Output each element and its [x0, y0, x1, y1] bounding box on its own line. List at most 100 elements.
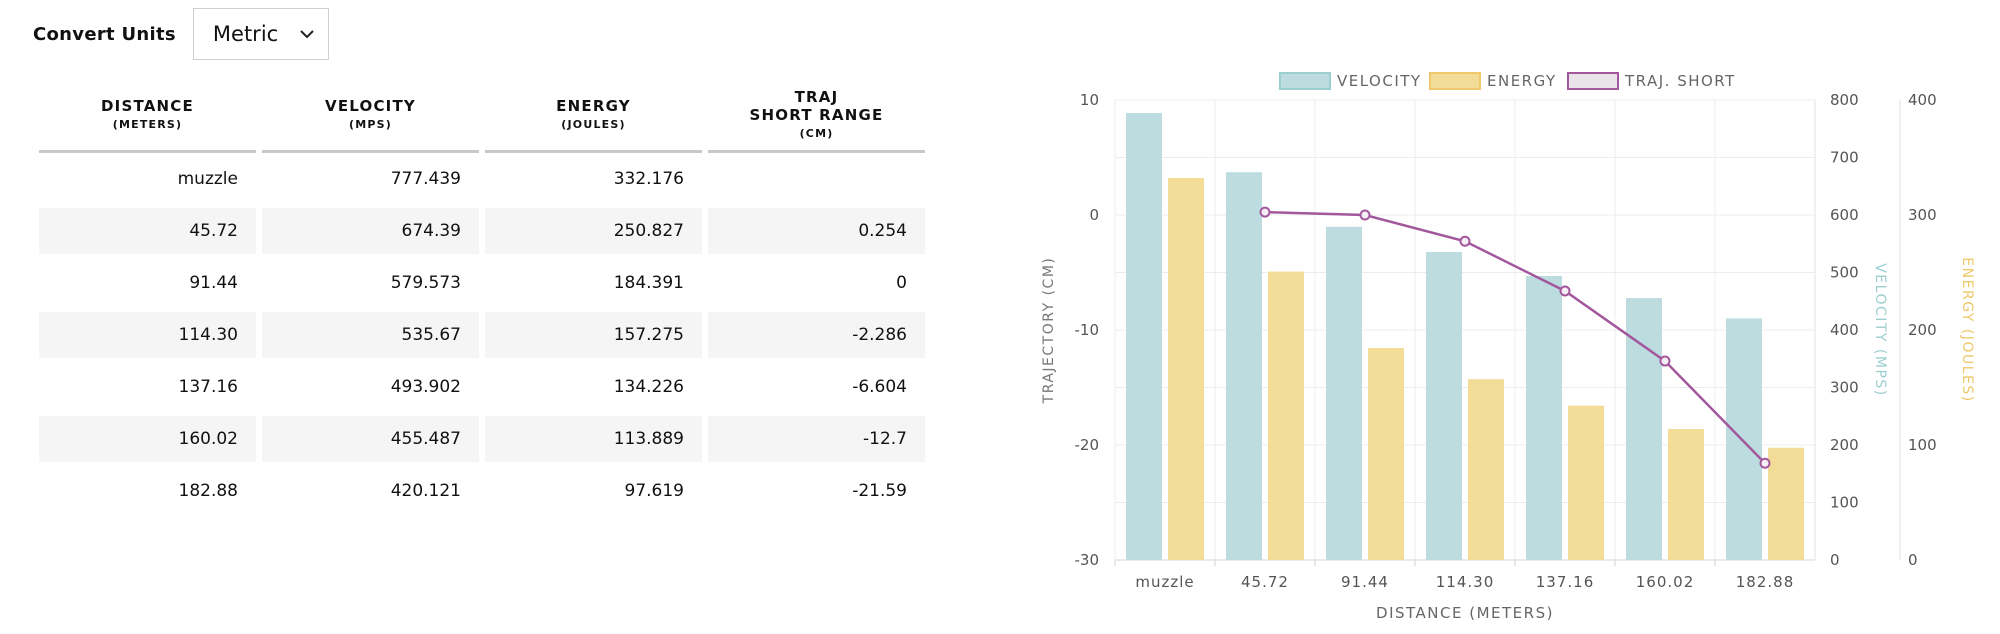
- table-header-row: DISTANCE (METERS) VELOCITY (MPS) ENERGY (JO…: [39, 78, 925, 153]
- velocity-bar: [1126, 112, 1162, 560]
- energy-bar: [1368, 347, 1404, 560]
- energy-bar: [1168, 177, 1204, 560]
- trajectory-point: [1259, 206, 1271, 218]
- velocity-tick-label: 300: [1830, 379, 1859, 397]
- table-row: 160.02 455.487 113.889 -12.7: [39, 413, 925, 465]
- cell-energy: 184.391: [485, 257, 702, 309]
- trajectory-point: [1359, 209, 1371, 221]
- header-trajectory-title: TRAJ SHORT RANGE: [749, 87, 884, 124]
- x-tick-label: 114.30: [1436, 573, 1495, 591]
- legend-velocity-label: VELOCITY: [1337, 72, 1422, 90]
- legend-energy-label: ENERGY: [1487, 72, 1557, 90]
- cell-energy: 113.889: [485, 413, 702, 465]
- cell-velocity: 493.902: [262, 361, 479, 413]
- table-row: 137.16 493.902 134.226 -6.604: [39, 361, 925, 413]
- header-trajectory-unit: (CM): [799, 126, 834, 140]
- cell-trajectory: -6.604: [708, 361, 925, 413]
- cell-trajectory: -12.7: [708, 413, 925, 465]
- header-distance: DISTANCE (METERS): [39, 78, 256, 153]
- table-row: 114.30 535.67 157.275 -2.286: [39, 309, 925, 361]
- velocity-bar: [1426, 251, 1462, 560]
- cell-trajectory: -21.59: [708, 465, 925, 517]
- x-tick-label: 160.02: [1636, 573, 1695, 591]
- cell-energy: 332.176: [485, 153, 702, 205]
- header-energy-title: ENERGY: [556, 96, 631, 115]
- cell-energy: 97.619: [485, 465, 702, 517]
- energy-bar: [1568, 405, 1604, 560]
- energy-bar: [1668, 429, 1704, 560]
- convert-units-label: Convert Units: [33, 23, 176, 45]
- velocity-tick-label: 400: [1830, 321, 1859, 339]
- header-distance-title: DISTANCE: [101, 96, 194, 115]
- velocity-tick-label: 800: [1830, 91, 1859, 109]
- trajectory-point: [1559, 285, 1571, 297]
- energy-tick-label: 300: [1908, 206, 1937, 224]
- cell-trajectory: -2.286: [708, 309, 925, 361]
- header-energy-unit: (JOULES): [561, 117, 626, 131]
- trajectory-point: [1759, 457, 1771, 469]
- energy-tick-label: 0: [1908, 551, 1918, 569]
- velocity-bar: [1326, 226, 1362, 560]
- cell-trajectory: [708, 153, 925, 205]
- velocity-tick-label: 600: [1830, 206, 1859, 224]
- ballistics-table: DISTANCE (METERS) VELOCITY (MPS) ENERGY (JO…: [33, 78, 931, 517]
- cell-velocity: 777.439: [262, 153, 479, 205]
- energy-tick-label: 400: [1908, 91, 1937, 109]
- cell-velocity: 579.573: [262, 257, 479, 309]
- cell-distance: 91.44: [39, 257, 256, 309]
- header-velocity: VELOCITY (MPS): [262, 78, 479, 153]
- velocity-tick-label: 200: [1830, 436, 1859, 454]
- velocity-bar: [1226, 172, 1262, 560]
- table-row: 45.72 674.39 250.827 0.254: [39, 205, 925, 257]
- cell-energy: 157.275: [485, 309, 702, 361]
- trajectory-tick-label: 0: [1089, 206, 1099, 224]
- ballistics-table-wrap: DISTANCE (METERS) VELOCITY (MPS) ENERGY (JO…: [39, 78, 931, 517]
- velocity-bar: [1526, 276, 1562, 560]
- x-tick-label: muzzle: [1135, 573, 1194, 591]
- header-trajectory: TRAJ SHORT RANGE (CM): [708, 78, 925, 153]
- velocity-axis-title: VELOCITY (MPS): [1872, 263, 1888, 397]
- cell-velocity: 455.487: [262, 413, 479, 465]
- units-select-value: Metric: [212, 22, 279, 46]
- velocity-tick-label: 500: [1830, 264, 1859, 282]
- x-tick-label: 182.88: [1736, 573, 1795, 591]
- x-tick-label: 45.72: [1241, 573, 1289, 591]
- legend-traj-short-swatch: [1567, 72, 1619, 90]
- velocity-bar: [1726, 318, 1762, 560]
- velocity-tick-label: 100: [1830, 494, 1859, 512]
- legend-velocity-swatch: [1279, 72, 1331, 90]
- cell-distance: 45.72: [39, 205, 256, 257]
- cell-energy: 134.226: [485, 361, 702, 413]
- header-distance-unit: (METERS): [112, 117, 183, 131]
- energy-bar: [1268, 271, 1304, 560]
- trajectory-line: [1264, 210, 1766, 465]
- header-velocity-title: VELOCITY: [325, 96, 416, 115]
- chevron-down-icon: [300, 29, 314, 39]
- trajectory-point: [1659, 355, 1671, 367]
- velocity-tick-label: 700: [1830, 149, 1859, 167]
- x-axis-title: DISTANCE (METERS): [1376, 604, 1554, 622]
- trajectory-tick-label: -30: [1075, 551, 1100, 569]
- energy-bar: [1768, 447, 1804, 560]
- legend-traj-short-label: TRAJ. SHORT: [1624, 72, 1736, 90]
- header-energy: ENERGY (JOULES): [485, 78, 702, 153]
- cell-trajectory: 0.254: [708, 205, 925, 257]
- trajectory-point: [1459, 235, 1471, 247]
- cell-trajectory: 0: [708, 257, 925, 309]
- energy-tick-label: 100: [1908, 436, 1937, 454]
- units-select[interactable]: Metric: [192, 8, 329, 60]
- cell-distance: muzzle: [39, 153, 256, 205]
- velocity-bar: [1626, 298, 1662, 560]
- chart-svg: muzzle 45.72 91.44 114.30 137.16 160.02 182.88…: [1041, 72, 1975, 622]
- table-row: muzzle 777.439 332.176: [39, 153, 925, 205]
- cell-distance: 137.16: [39, 361, 256, 413]
- velocity-tick-label: 0: [1830, 551, 1840, 569]
- trajectory-axis-title: TRAJECTORY (CM): [1041, 257, 1057, 405]
- cell-distance: 114.30: [39, 309, 256, 361]
- ballistics-chart: muzzle 45.72 91.44 114.30 137.16 160.02 182.88…: [1030, 60, 1990, 630]
- convert-units-bar: Convert Units Metric: [33, 8, 329, 60]
- x-tick-label: 91.44: [1341, 573, 1389, 591]
- energy-axis-title: ENERGY (JOULES): [1959, 257, 1975, 402]
- cell-distance: 182.88: [39, 465, 256, 517]
- trajectory-tick-label: -20: [1075, 436, 1100, 454]
